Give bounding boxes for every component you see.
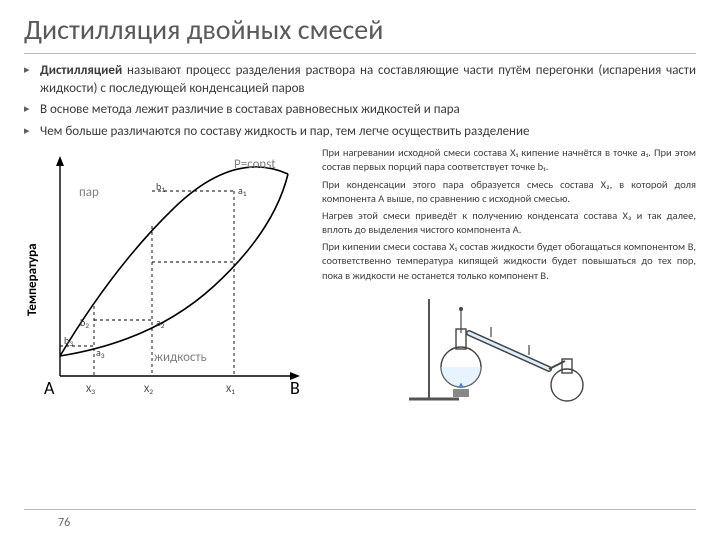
para: При нагревании исходной смеси состава X₁… (322, 146, 696, 174)
liquid-curve (60, 174, 288, 356)
x3-label: X3 (86, 382, 95, 397)
a1-marker: a1 (238, 184, 247, 199)
para: При конденсации этого пара образуется см… (322, 178, 696, 206)
vapor-label: пар (79, 185, 99, 200)
bullet-list: Дистилляцией называют процесс разделения… (24, 62, 696, 140)
y-axis-arrow (56, 156, 64, 166)
title-underline (24, 53, 696, 54)
liquid-label: жидкость (154, 350, 207, 365)
bullet-text: В основе метода лежит различие в состава… (40, 102, 460, 117)
bullet-item: Чем больше различаются по составу жидкос… (24, 123, 696, 141)
bullet-text: называют процесс разделения раствора на … (40, 63, 696, 96)
apparatus-svg (399, 289, 619, 409)
explanation-text: При нагревании исходной смеси состава X₁… (322, 146, 696, 421)
p-const-label: P=const (234, 157, 276, 172)
x1-label: X1 (226, 382, 235, 397)
B-label: B (290, 377, 300, 399)
phase-diagram-chart: Температура P=const пар жидкость (24, 146, 314, 421)
a2-label: a2 (156, 316, 165, 331)
b1-label: b1 (156, 180, 165, 195)
a3-label: a3 (96, 346, 105, 361)
phase-diagram-svg: Температура P=const пар жидкость (24, 146, 314, 416)
x2-label: X2 (144, 382, 153, 397)
bullet-item: В основе метода лежит различие в состава… (24, 101, 696, 119)
A-label: A (44, 377, 55, 399)
page-number: 76 (58, 516, 70, 530)
page-title: Дистилляция двойных смесей (24, 12, 696, 47)
y-axis-label: Температура (25, 244, 40, 317)
distillation-apparatus (322, 289, 696, 413)
para: При кипении смеси состава X₁ состав жидк… (322, 240, 696, 283)
bullet-text: Чем больше различаются по составу жидкос… (40, 124, 530, 139)
bold-term: Дистилляцией (40, 63, 122, 78)
footer-rule (24, 509, 696, 510)
bullet-item: Дистилляцией называют процесс разделения… (24, 62, 696, 97)
b2-label: b2 (80, 316, 89, 331)
para: Нагрев этой смеси приведёт к получению к… (322, 209, 696, 237)
